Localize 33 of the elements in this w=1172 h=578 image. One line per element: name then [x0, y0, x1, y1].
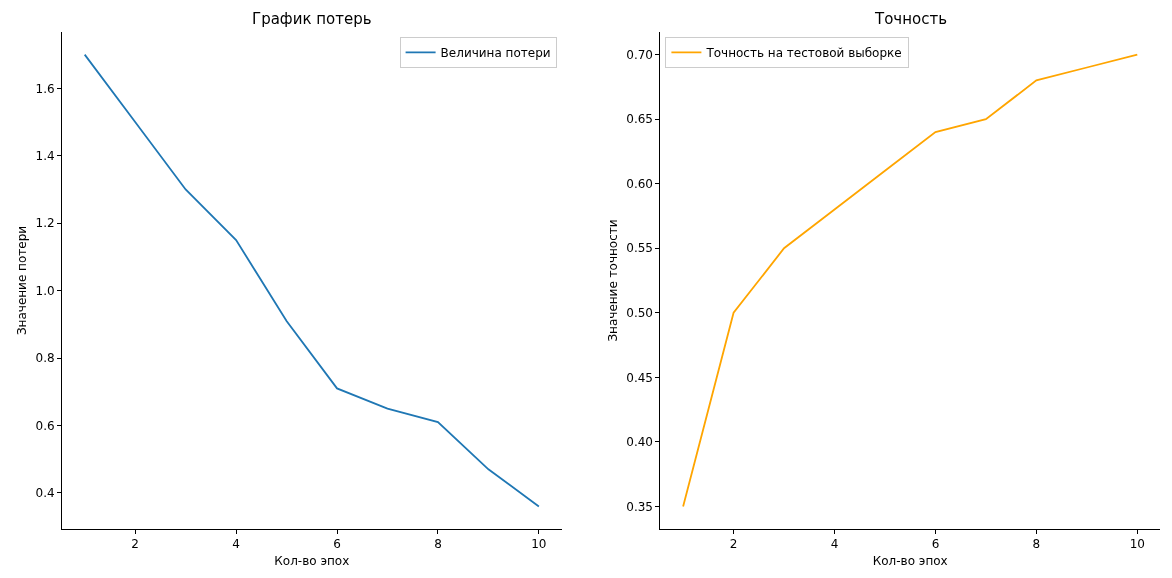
legend-label: Точность на тестовой выборке	[705, 46, 902, 61]
x-axis-title: Кол-во эпох	[274, 554, 350, 569]
y-tick-label: 0.55	[626, 241, 654, 256]
x-tick-label: 6	[931, 537, 940, 552]
x-tick-label: 6	[333, 537, 341, 552]
y-tick-label: 0.60	[626, 176, 654, 191]
x-tick-label: 2	[729, 537, 738, 552]
y-tick-label: 1.4	[35, 148, 55, 163]
y-tick-label: 1.6	[35, 81, 55, 96]
y-tick-label: 0.6	[35, 418, 55, 433]
y-tick-label: 1.0	[35, 283, 55, 298]
x-tick-label: 10	[531, 537, 547, 552]
y-axis-title: Значение потери	[14, 225, 29, 336]
legend-label: Величина потери	[440, 46, 551, 61]
x-tick-label: 2	[131, 537, 139, 552]
chart-title: Точность	[874, 10, 948, 28]
chart-title: График потерь	[252, 10, 372, 28]
y-tick-label: 0.8	[35, 351, 55, 366]
y-tick-label: 0.70	[626, 47, 654, 62]
y-tick-label: 0.4	[35, 486, 55, 501]
y-axis-title: Значение точности	[605, 219, 620, 342]
y-tick-label: 1.2	[35, 216, 55, 231]
y-tick-label: 0.45	[626, 370, 654, 385]
y-tick-label: 0.50	[626, 305, 654, 320]
y-tick-label: 0.65	[626, 112, 654, 127]
x-axis-title: Кол-во эпох	[872, 554, 948, 569]
y-tick-label: 0.40	[626, 435, 654, 450]
y-tick-label: 0.35	[626, 499, 654, 514]
x-tick-label: 10	[1129, 537, 1145, 552]
x-tick-label: 4	[830, 537, 839, 552]
x-tick-label: 8	[434, 537, 442, 552]
x-tick-label: 8	[1032, 537, 1041, 552]
x-tick-label: 4	[232, 537, 240, 552]
